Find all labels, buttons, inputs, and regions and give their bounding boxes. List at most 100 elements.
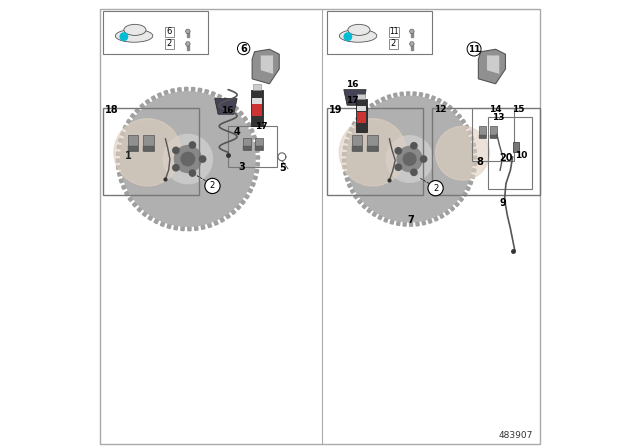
Text: 2: 2 xyxy=(210,181,215,190)
Polygon shape xyxy=(211,92,215,97)
Text: 17: 17 xyxy=(346,96,358,105)
Bar xyxy=(253,85,261,90)
Circle shape xyxy=(411,169,417,176)
Text: 16: 16 xyxy=(346,80,358,89)
Text: 14: 14 xyxy=(490,105,502,114)
Circle shape xyxy=(120,33,127,40)
Polygon shape xyxy=(349,127,355,132)
Polygon shape xyxy=(410,42,414,46)
Bar xyxy=(352,146,362,151)
Text: 18: 18 xyxy=(105,105,118,115)
Polygon shape xyxy=(255,156,260,159)
Polygon shape xyxy=(387,95,392,100)
Text: 10: 10 xyxy=(515,151,527,159)
Polygon shape xyxy=(253,142,258,146)
Ellipse shape xyxy=(115,30,153,42)
Text: 4: 4 xyxy=(234,127,241,137)
Polygon shape xyxy=(123,125,129,130)
Text: 16: 16 xyxy=(221,106,233,115)
Polygon shape xyxy=(116,159,121,162)
Text: 2: 2 xyxy=(391,39,396,48)
Polygon shape xyxy=(468,137,474,141)
Bar xyxy=(490,126,497,138)
Circle shape xyxy=(339,119,406,186)
Circle shape xyxy=(205,178,220,194)
Circle shape xyxy=(181,152,195,166)
Polygon shape xyxy=(348,183,353,188)
Polygon shape xyxy=(188,226,191,231)
Circle shape xyxy=(189,142,196,148)
Text: 483907: 483907 xyxy=(499,431,533,440)
Text: 12: 12 xyxy=(435,105,447,114)
Text: 8: 8 xyxy=(477,157,484,167)
Polygon shape xyxy=(472,162,477,166)
Polygon shape xyxy=(460,119,465,124)
Polygon shape xyxy=(217,95,221,100)
Text: 9: 9 xyxy=(499,198,506,208)
Polygon shape xyxy=(342,152,347,156)
Polygon shape xyxy=(381,97,385,102)
Polygon shape xyxy=(470,143,476,147)
Polygon shape xyxy=(372,211,377,216)
Polygon shape xyxy=(122,185,127,190)
Polygon shape xyxy=(465,186,470,191)
Polygon shape xyxy=(344,90,366,105)
Polygon shape xyxy=(118,138,124,142)
Polygon shape xyxy=(428,218,432,224)
Text: 6: 6 xyxy=(240,43,247,53)
Polygon shape xyxy=(442,102,447,107)
Text: 15: 15 xyxy=(512,105,524,114)
Polygon shape xyxy=(157,93,162,98)
Polygon shape xyxy=(132,202,138,207)
Polygon shape xyxy=(127,119,132,124)
Polygon shape xyxy=(220,217,225,222)
Polygon shape xyxy=(397,220,400,225)
Polygon shape xyxy=(413,92,416,97)
Circle shape xyxy=(387,136,433,182)
Polygon shape xyxy=(214,220,218,225)
Polygon shape xyxy=(161,221,165,226)
Polygon shape xyxy=(223,98,228,103)
Circle shape xyxy=(395,148,401,154)
Text: 2: 2 xyxy=(433,184,438,193)
Circle shape xyxy=(173,164,179,171)
Polygon shape xyxy=(238,111,243,116)
Polygon shape xyxy=(452,109,457,115)
Polygon shape xyxy=(186,29,190,34)
Polygon shape xyxy=(249,129,254,134)
Polygon shape xyxy=(119,179,124,183)
Polygon shape xyxy=(228,102,234,107)
Polygon shape xyxy=(198,88,202,93)
Polygon shape xyxy=(118,172,123,176)
Polygon shape xyxy=(164,90,168,96)
Polygon shape xyxy=(233,106,239,112)
Polygon shape xyxy=(178,88,181,93)
Bar xyxy=(252,104,262,116)
Polygon shape xyxy=(354,194,359,199)
Polygon shape xyxy=(346,134,351,138)
Polygon shape xyxy=(240,199,245,205)
Circle shape xyxy=(200,156,206,162)
Polygon shape xyxy=(120,132,125,136)
Polygon shape xyxy=(365,107,370,112)
Bar xyxy=(255,146,263,151)
Polygon shape xyxy=(416,221,419,226)
Bar xyxy=(252,90,263,126)
Polygon shape xyxy=(370,103,375,108)
Bar xyxy=(128,135,138,151)
Bar xyxy=(513,142,520,152)
Polygon shape xyxy=(468,181,473,185)
Circle shape xyxy=(397,146,422,172)
Polygon shape xyxy=(148,215,153,220)
Circle shape xyxy=(428,181,444,196)
Text: 19: 19 xyxy=(329,105,342,115)
Bar xyxy=(357,94,365,99)
Polygon shape xyxy=(151,96,156,101)
Text: 11: 11 xyxy=(468,44,481,53)
Text: 2: 2 xyxy=(167,39,172,48)
Polygon shape xyxy=(174,225,178,230)
Polygon shape xyxy=(467,130,472,135)
Bar xyxy=(243,138,251,151)
Text: 5: 5 xyxy=(279,163,285,173)
Bar xyxy=(187,32,189,37)
